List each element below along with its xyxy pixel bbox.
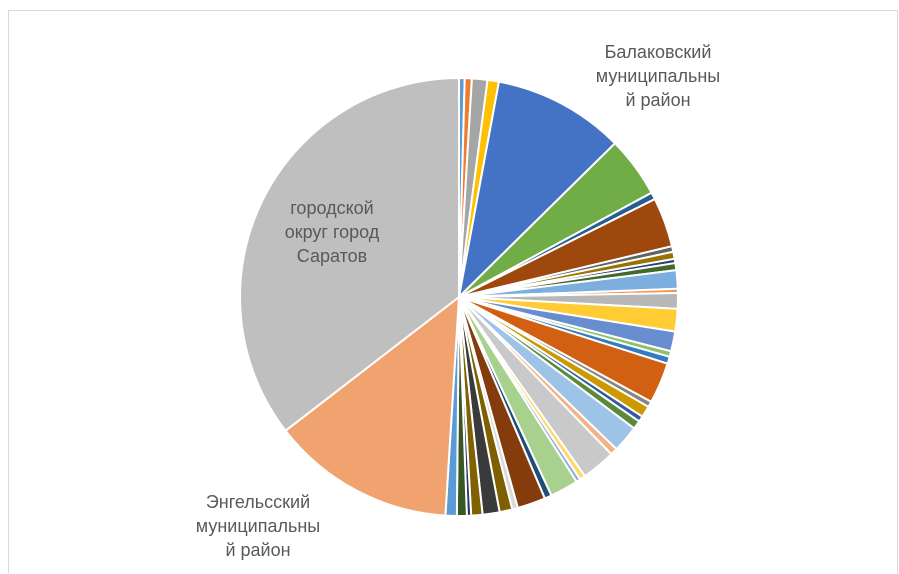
pie-slice-40 [284,296,460,517]
data-label-balakovo: Балаковский муниципальны й район [595,42,721,110]
pie-slices [239,77,679,518]
data-label-engels: Энгельсский муниципальны й район [195,492,321,560]
pie-slice-5 [458,80,616,298]
pie-slice-41 [239,77,460,432]
data-label-saratov: городской округ город Саратов [284,198,380,266]
